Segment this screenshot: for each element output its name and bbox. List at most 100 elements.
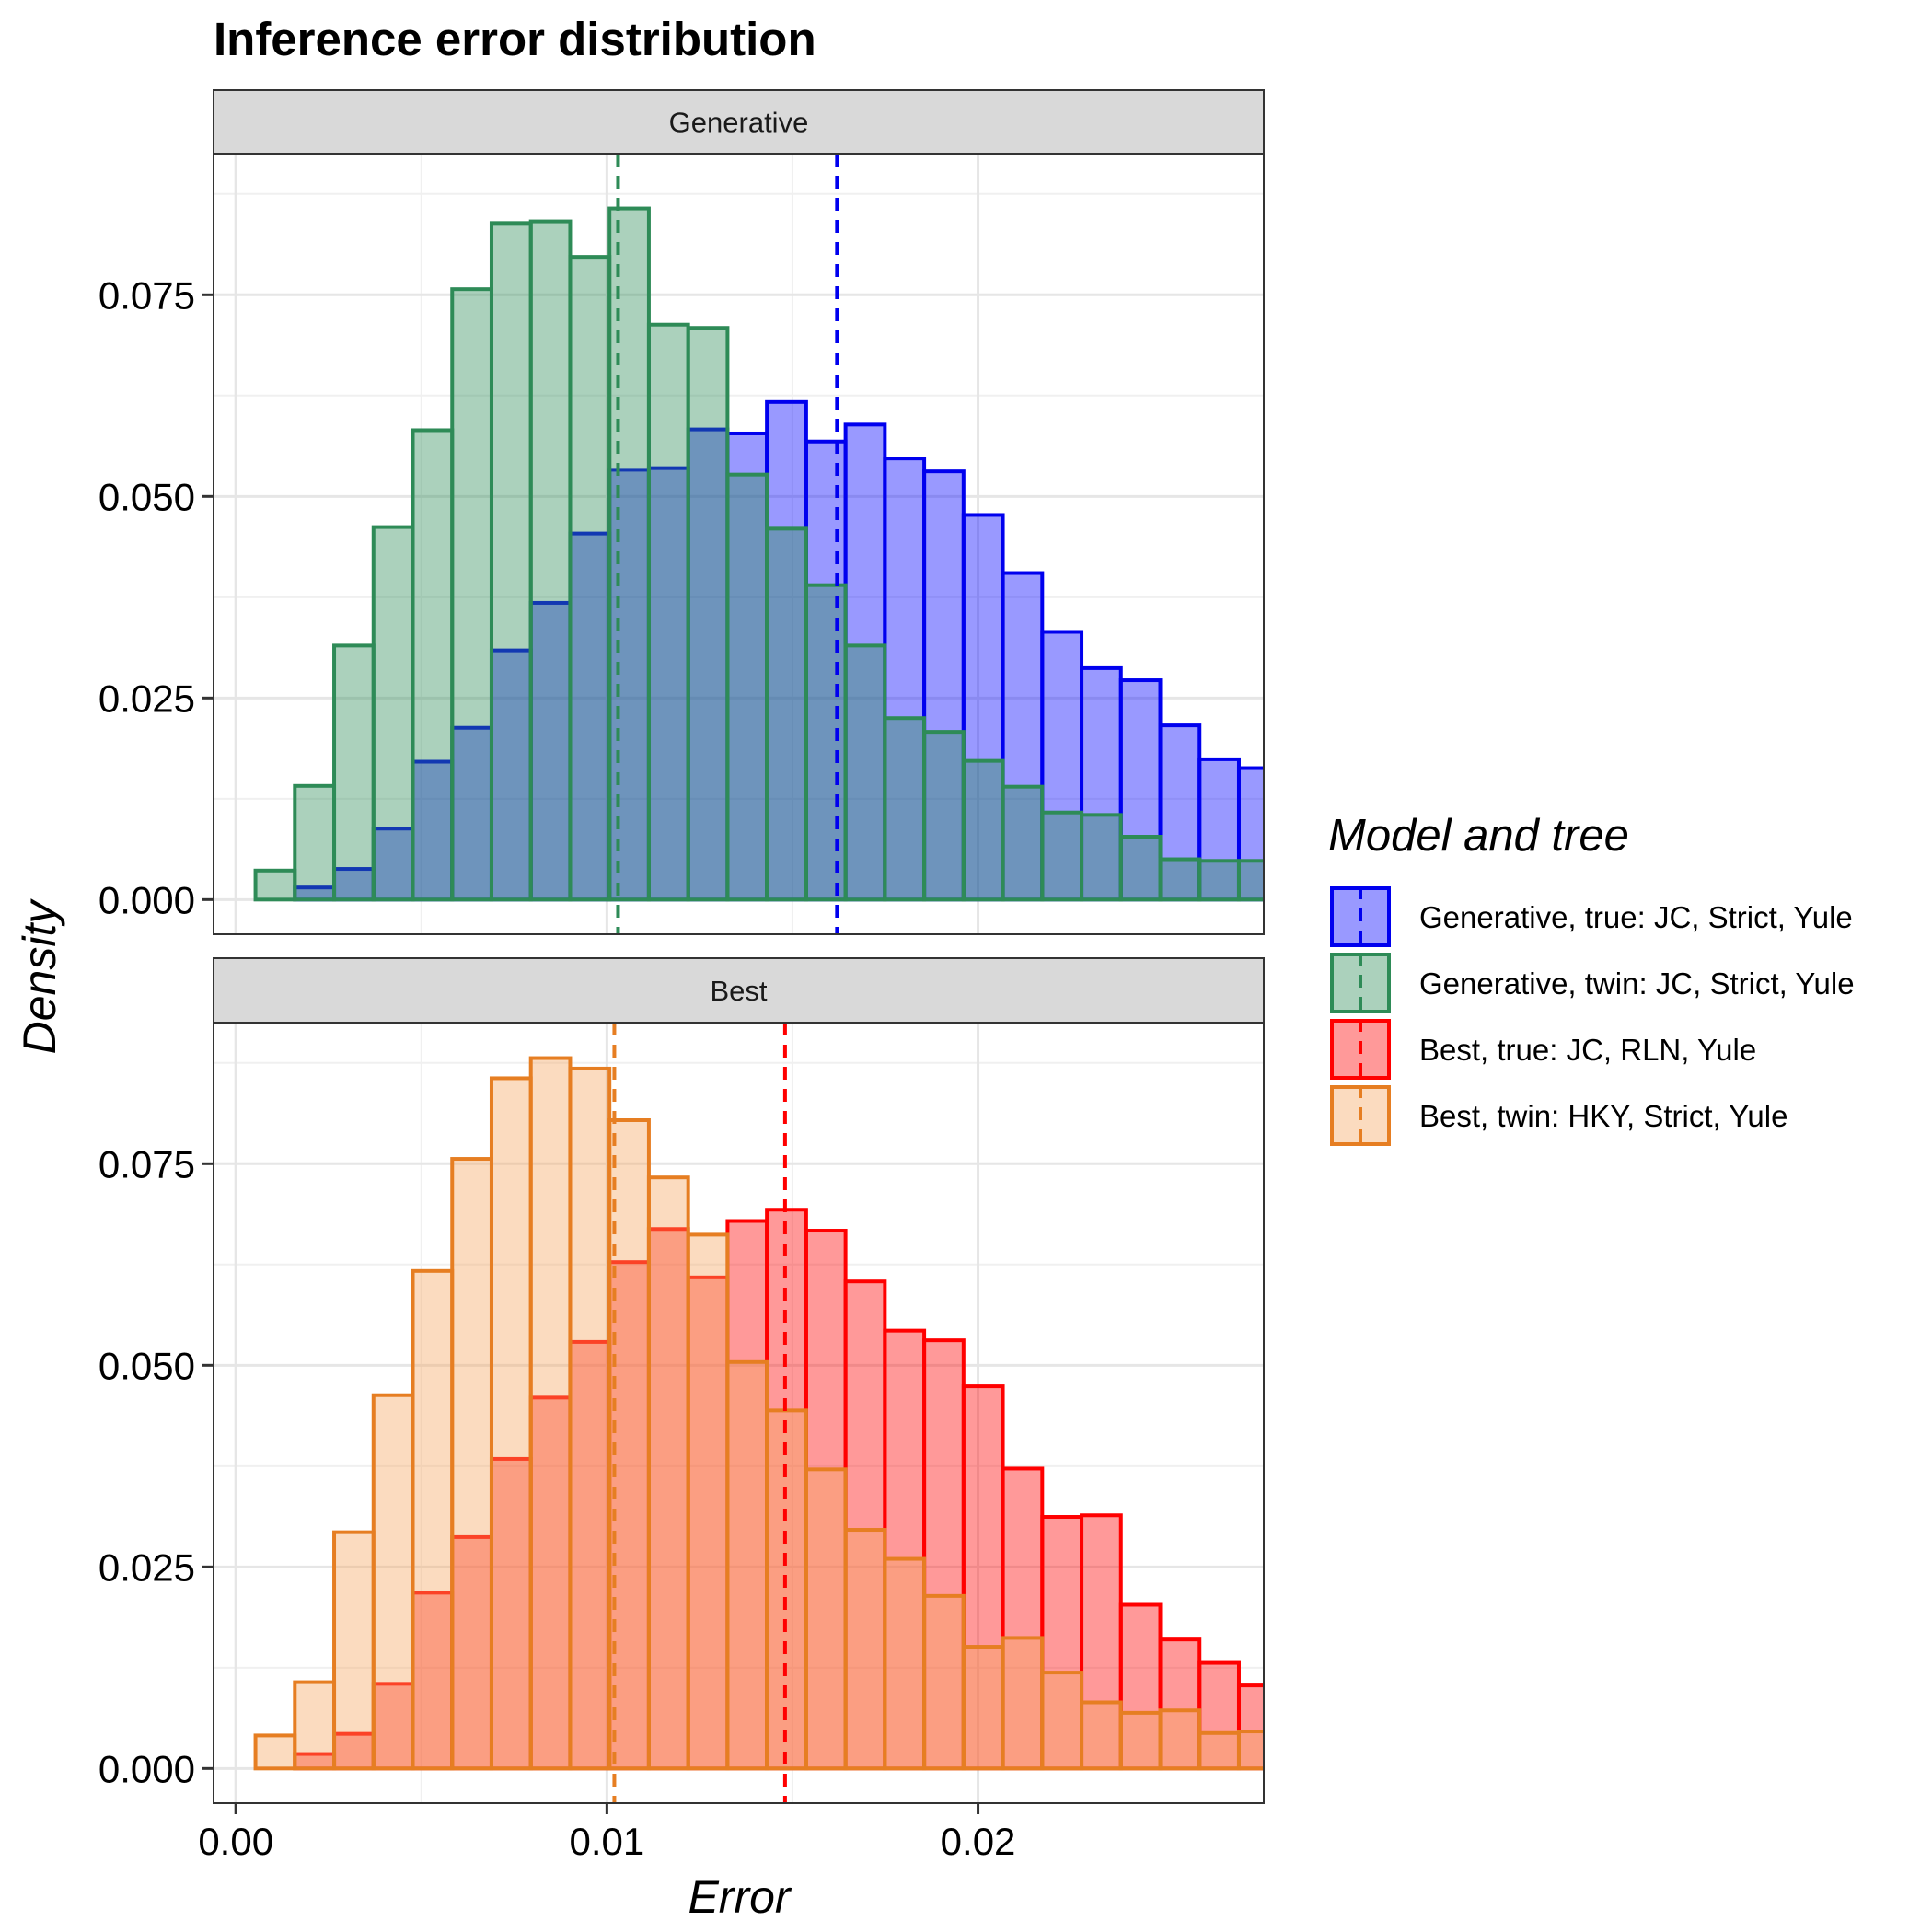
histogram-bar bbox=[1158, 857, 1202, 902]
histogram-bar bbox=[489, 221, 533, 902]
legend-items: Generative, true: JC, Strict, Yule Genera… bbox=[1330, 886, 1855, 1146]
histogram-bar bbox=[332, 643, 376, 902]
legend-label: Best, true: JC, RLN, Yule bbox=[1419, 1033, 1756, 1067]
histogram-bar bbox=[1197, 859, 1241, 902]
histogram-bar bbox=[883, 716, 927, 902]
histogram-bar bbox=[1040, 1515, 1084, 1771]
legend-key bbox=[1330, 953, 1391, 1013]
series-1 bbox=[253, 206, 1264, 902]
strip-label: Generative bbox=[669, 107, 809, 139]
y-tick-label: 0.050 bbox=[98, 1344, 195, 1387]
histogram-bar bbox=[1001, 1466, 1045, 1771]
x-axis-title: Error bbox=[688, 1871, 792, 1923]
histogram-bar bbox=[411, 1268, 455, 1771]
histogram-bar bbox=[1001, 784, 1045, 902]
strip-label: Best bbox=[710, 975, 767, 1007]
histogram-bar bbox=[961, 758, 1005, 902]
plot-background bbox=[214, 154, 1264, 934]
histogram-bar bbox=[686, 326, 730, 902]
histogram-bar bbox=[411, 1591, 455, 1771]
bars-group bbox=[253, 206, 1264, 902]
histogram-bar bbox=[1040, 1671, 1084, 1771]
histogram-bar bbox=[843, 1528, 887, 1771]
legend-title: Model and tree bbox=[1328, 811, 1629, 861]
panel-generative: Generative 0.000 0.025 0.050 0.075 bbox=[98, 89, 1265, 935]
histogram-bar bbox=[1080, 1700, 1123, 1771]
histogram-bar bbox=[607, 206, 651, 902]
histogram-bar bbox=[1197, 1730, 1241, 1771]
histogram-bar bbox=[293, 783, 337, 902]
histogram-bar bbox=[804, 1467, 848, 1771]
legend-label: Generative, twin: JC, Strict, Yule bbox=[1419, 966, 1855, 1001]
histogram-bar bbox=[253, 868, 297, 902]
histogram-bar bbox=[1236, 859, 1264, 902]
histogram-bar bbox=[293, 1680, 337, 1771]
histogram-bar bbox=[646, 1175, 690, 1771]
x-tick-label: 0.01 bbox=[569, 1820, 644, 1863]
legend-key bbox=[1330, 1085, 1391, 1146]
y-tick-label: 0.025 bbox=[98, 677, 195, 720]
legend-label: Best, twin: HKY, Strict, Yule bbox=[1419, 1099, 1787, 1133]
histogram-bar bbox=[1118, 835, 1163, 902]
histogram-bar bbox=[1080, 813, 1123, 902]
histogram-bar bbox=[450, 287, 493, 902]
histogram-bar bbox=[450, 1534, 493, 1771]
histogram-bar bbox=[1236, 1730, 1264, 1771]
histogram-bar bbox=[1118, 1710, 1163, 1771]
histogram-bar bbox=[1158, 1708, 1202, 1771]
y-tick-label: 0.000 bbox=[98, 878, 195, 921]
histogram-bar bbox=[883, 457, 927, 902]
histogram-bar bbox=[922, 730, 966, 902]
histogram-bar bbox=[528, 1056, 573, 1771]
series-0 bbox=[293, 399, 1264, 902]
histogram-bar bbox=[646, 322, 690, 902]
histogram-bar bbox=[489, 1076, 533, 1771]
histogram-bar bbox=[686, 1232, 730, 1771]
histogram-bar bbox=[528, 219, 573, 902]
histogram-bar bbox=[371, 1393, 415, 1771]
histogram-bar bbox=[253, 1733, 297, 1771]
panel-best: Best 0.000 0.025 0.050 0.075 bbox=[98, 957, 1265, 1804]
histogram-bar bbox=[961, 1384, 1005, 1771]
histogram-bar bbox=[922, 1593, 966, 1771]
panels-layer: Generative0.0000.0250.0500.075Best0.0000… bbox=[98, 89, 1265, 1863]
histogram-bar bbox=[568, 1066, 612, 1771]
strip-background bbox=[213, 957, 1265, 1024]
histogram-bar bbox=[883, 1556, 927, 1771]
x-tick-label: 0.02 bbox=[941, 1820, 1016, 1863]
histogram-bar bbox=[411, 428, 455, 902]
histogram-bar bbox=[1040, 810, 1084, 902]
histogram-bar bbox=[843, 422, 887, 902]
histogram-bar bbox=[725, 1359, 769, 1771]
histogram-bar bbox=[725, 472, 769, 902]
legend-key bbox=[1330, 886, 1391, 947]
strip-background bbox=[213, 89, 1265, 155]
x-axis: 0.00 0.01 0.02 bbox=[198, 1803, 1015, 1863]
histogram-bar bbox=[568, 255, 612, 902]
histogram-bar bbox=[961, 1645, 1005, 1771]
x-tick-label: 0.00 bbox=[198, 1820, 273, 1863]
histogram-bar bbox=[450, 1157, 493, 1771]
chart-title: Inference error distribution bbox=[214, 13, 816, 65]
y-tick-label: 0.000 bbox=[98, 1747, 195, 1790]
histogram-bar bbox=[843, 643, 887, 902]
histogram-bar bbox=[1001, 1636, 1045, 1771]
legend-label: Generative, true: JC, Strict, Yule bbox=[1419, 900, 1853, 934]
histogram-bar bbox=[1236, 1683, 1264, 1771]
histogram-bar bbox=[1197, 757, 1241, 902]
plot-background bbox=[214, 1023, 1264, 1803]
bars-group bbox=[253, 1056, 1264, 1771]
series-3 bbox=[253, 1056, 1264, 1771]
y-tick-label: 0.075 bbox=[98, 273, 195, 317]
histogram-bar bbox=[883, 1328, 927, 1771]
histogram-bar bbox=[765, 526, 808, 902]
legend-key bbox=[1330, 1019, 1391, 1080]
histogram-bar bbox=[371, 525, 415, 902]
histogram-bar bbox=[725, 1219, 769, 1771]
y-tick-label: 0.075 bbox=[98, 1142, 195, 1186]
y-tick-label: 0.050 bbox=[98, 475, 195, 518]
histogram-bar bbox=[804, 583, 848, 902]
histogram-bar bbox=[332, 1530, 376, 1771]
y-axis-title: Density bbox=[14, 898, 65, 1055]
